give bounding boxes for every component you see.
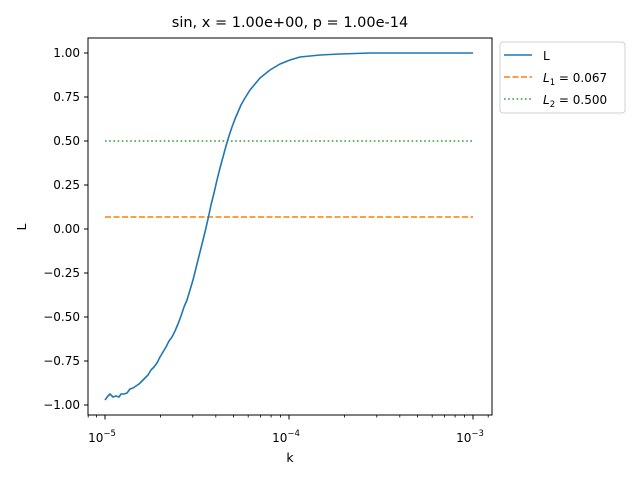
y-tick-label: −0.50 bbox=[43, 310, 80, 324]
x-axis: 10−5 10−4 10−3 bbox=[87, 415, 489, 445]
legend-label-l1: L1 = 0.067 bbox=[543, 71, 607, 88]
y-tick-label: 0.25 bbox=[53, 178, 80, 192]
x-tick-label: 10−4 bbox=[272, 429, 300, 445]
x-tick-label: 10−5 bbox=[88, 429, 116, 445]
legend: L L1 = 0.067 L2 = 0.500 bbox=[499, 41, 626, 114]
axes-frame bbox=[87, 37, 493, 416]
x-tick-label: 10−3 bbox=[456, 429, 484, 445]
y-tick-label: −0.25 bbox=[43, 266, 80, 280]
y-tick-label: −1.00 bbox=[43, 398, 80, 412]
legend-label-l: L bbox=[543, 49, 550, 63]
legend-label-l2: L2 = 0.500 bbox=[543, 93, 607, 110]
chart-title: sin, x = 1.00e+00, p = 1.00e-14 bbox=[172, 15, 408, 31]
y-axis-label: L bbox=[14, 223, 29, 230]
y-tick-label: 1.00 bbox=[53, 46, 80, 60]
y-tick-label: 0.75 bbox=[53, 90, 80, 104]
legend-box bbox=[499, 41, 626, 114]
y-tick-label: −0.75 bbox=[43, 354, 80, 368]
x-axis-label: k bbox=[286, 450, 294, 465]
y-axis: 1.00 0.75 0.50 0.25 0.00 −0.25 −0.50 −0.… bbox=[43, 46, 88, 412]
plot-area bbox=[88, 38, 492, 415]
y-tick-label: 0.00 bbox=[53, 222, 80, 236]
y-tick-label: 0.50 bbox=[53, 134, 80, 148]
l-curve bbox=[104, 52, 473, 401]
